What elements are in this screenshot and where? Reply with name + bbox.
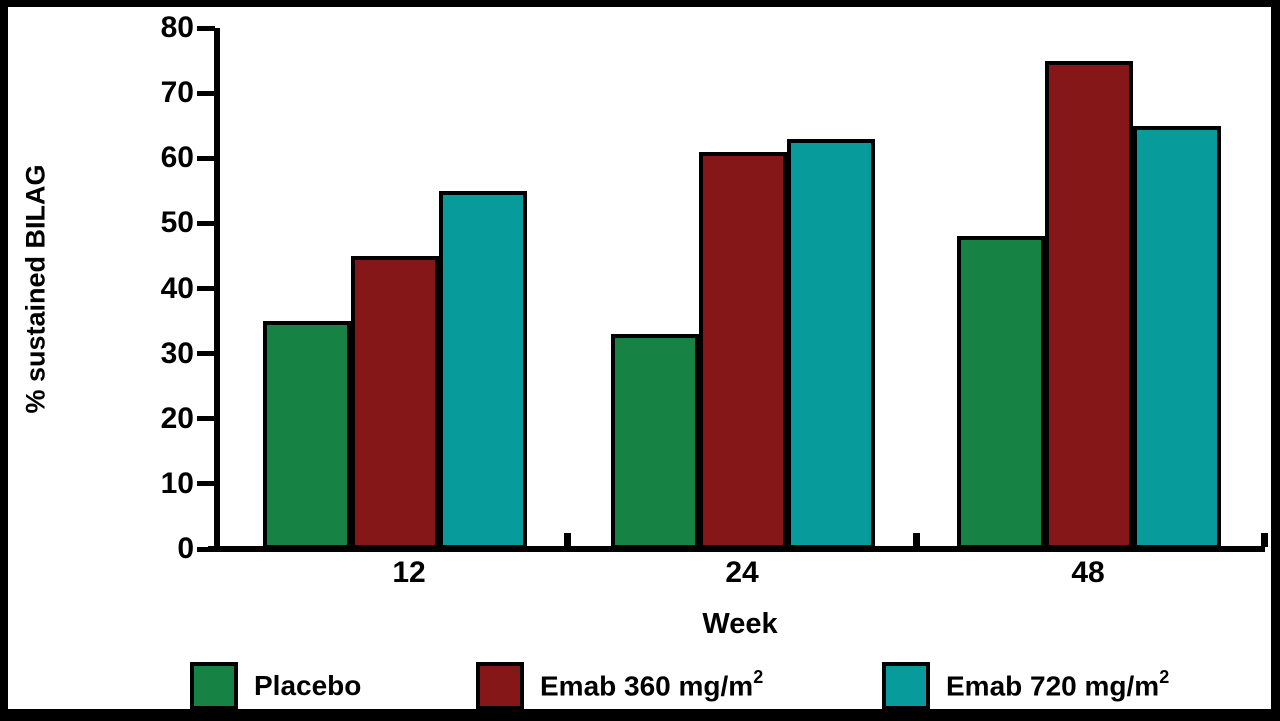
y-axis-title: % sustained BILAG	[20, 164, 51, 414]
x-tick-label: 48	[1071, 556, 1105, 589]
legend-label: Emab 360 mg/m2	[540, 667, 764, 702]
y-tick-label: 40	[160, 271, 194, 305]
bar-placebo-week-12	[263, 321, 351, 549]
legend-label: Emab 720 mg/m2	[946, 667, 1170, 702]
y-tick-mark	[197, 286, 215, 291]
y-tick-label: 60	[160, 141, 194, 175]
y-tick-label: 20	[160, 401, 194, 435]
bar-emab-720-mg-m-week-12	[439, 190, 527, 549]
y-tick-label: 30	[160, 336, 194, 370]
y-tick-mark	[197, 416, 215, 422]
y-tick-label: 70	[160, 76, 194, 110]
y-tick-label: 10	[160, 466, 194, 500]
y-tick-mark	[197, 25, 215, 31]
legend-item: Emab 720 mg/m2	[882, 661, 1169, 711]
y-tick-mark	[197, 481, 215, 487]
y-tick-label: 50	[160, 206, 194, 240]
y-axis-line	[214, 28, 220, 552]
y-tick-mark	[197, 351, 215, 357]
legend-swatch	[190, 662, 238, 710]
x-tick-mark	[1261, 533, 1268, 547]
y-tick-label: 0	[177, 532, 194, 565]
y-tick-label: 80	[160, 11, 194, 44]
legend-swatch	[476, 662, 524, 710]
y-tick-mark	[197, 155, 215, 161]
bar-emab-360-mg-m-week-24	[699, 151, 787, 549]
legend-item: Emab 360 mg/m2	[476, 661, 763, 711]
legend-swatch	[882, 662, 930, 710]
y-tick-mark	[197, 90, 215, 96]
y-tick-mark	[197, 546, 215, 552]
bar-placebo-week-24	[611, 334, 699, 549]
legend-label: Placebo	[254, 670, 362, 701]
y-tick-mark	[197, 220, 215, 226]
x-tick-label: 12	[392, 556, 426, 589]
x-axis-title: Week	[702, 608, 778, 640]
x-axis-line	[208, 546, 1265, 552]
bar-emab-720-mg-m-week-48	[1133, 125, 1221, 549]
x-tick-mark	[564, 533, 571, 547]
x-tick-mark	[913, 533, 920, 547]
bar-placebo-week-48	[957, 236, 1045, 549]
legend-item: Placebo	[190, 661, 361, 711]
bar-emab-720-mg-m-week-24	[787, 138, 875, 549]
x-tick-label: 24	[725, 556, 759, 589]
bar-emab-360-mg-m-week-48	[1045, 60, 1133, 549]
bar-emab-360-mg-m-week-12	[351, 255, 439, 549]
